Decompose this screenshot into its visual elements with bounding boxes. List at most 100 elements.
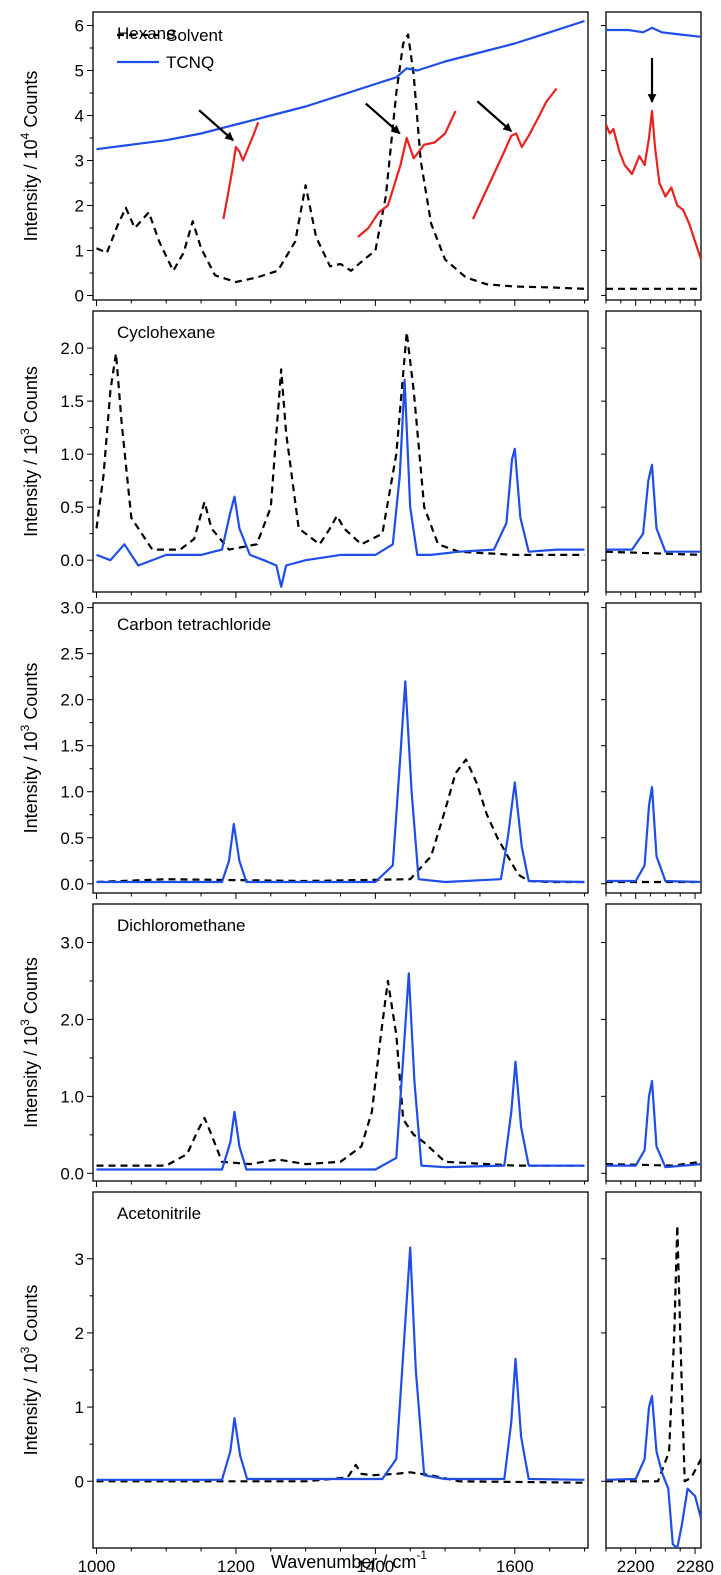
plot-frame-main bbox=[92, 602, 589, 894]
y-axis-title-exponent: 3 bbox=[18, 724, 32, 731]
main-series-tcnq-1 bbox=[96, 680, 585, 884]
ytick-label: 2.0 bbox=[60, 1010, 84, 1029]
ytick-label: 2 bbox=[75, 197, 84, 216]
y-axis-title-unit: Counts bbox=[21, 366, 41, 428]
plot-frame-right bbox=[605, 903, 702, 1182]
right-xtick-label: 2280 bbox=[676, 1557, 714, 1575]
y-axis-title-exponent: 3 bbox=[18, 1019, 32, 1026]
y-axis-title-text: Intensity / 10 bbox=[21, 1026, 41, 1128]
plot-frame-right bbox=[605, 310, 702, 593]
ytick-label: 1 bbox=[75, 242, 84, 261]
ytick-label: 3.0 bbox=[60, 599, 84, 618]
y-axis-title-unit: Counts bbox=[21, 663, 41, 725]
y-axis-title: Intensity / 103 Counts bbox=[18, 1285, 41, 1456]
main-series-tcnq-1 bbox=[96, 19, 585, 151]
x-axis-title-sup: -1 bbox=[416, 1548, 427, 1562]
ytick-label: 3 bbox=[75, 1250, 84, 1269]
ytick-label: 0.5 bbox=[60, 829, 84, 848]
ytick-label: 1.5 bbox=[60, 392, 84, 411]
ytick-label: 1.5 bbox=[60, 737, 84, 756]
right-xtick-label: 2200 bbox=[617, 1557, 655, 1575]
panel-acetonitrile: 0 1 2 3 1000 1200 1400 1600 2200 2280 Acetonitrile… bbox=[18, 1191, 714, 1575]
main-xtick-label: 1600 bbox=[496, 1557, 534, 1575]
y-axis-title: Intensity / 103 Counts bbox=[18, 663, 41, 834]
main-series-highlight-2 bbox=[222, 121, 260, 220]
legend-tcnq-label: TCNQ bbox=[166, 53, 214, 72]
plot-frame-right bbox=[605, 11, 702, 301]
ytick-label: 4 bbox=[75, 107, 84, 126]
ytick-label: 2 bbox=[75, 1324, 84, 1343]
right-series-tcnq-1 bbox=[606, 1394, 701, 1548]
y-axis-title-unit: Counts bbox=[21, 957, 41, 1019]
y-axis-title-text: Intensity / 10 bbox=[21, 139, 41, 241]
main-series-tcnq-1 bbox=[96, 378, 585, 588]
ytick-label: 6 bbox=[75, 17, 84, 36]
legend-solvent-label: Solvent bbox=[166, 26, 223, 45]
panel-label: Dichloromethane bbox=[117, 916, 246, 935]
main-series-highlight-3 bbox=[357, 110, 457, 238]
legend: Solvent TCNQ bbox=[117, 26, 223, 72]
right-series-highlight-2 bbox=[606, 109, 701, 260]
y-axis-title: Intensity / 103 Counts bbox=[18, 366, 41, 537]
main-series-solvent-0 bbox=[96, 758, 585, 884]
right-series-tcnq-1 bbox=[606, 785, 701, 884]
y-axis-title: Intensity / 103 Counts bbox=[18, 957, 41, 1128]
panel-cyclohexane: 0.0 0.5 1.0 1.5 2.0 Cyclohexane Intensity / 10… bbox=[18, 310, 702, 598]
panel-label: Cyclohexane bbox=[117, 323, 215, 342]
y-axis-title-unit: Counts bbox=[21, 71, 41, 133]
ytick-label: 1 bbox=[75, 1398, 84, 1417]
y-axis-title-text: Intensity / 10 bbox=[21, 435, 41, 537]
y-axis-title-text: Intensity / 10 bbox=[21, 731, 41, 833]
main-xtick-label: 1400 bbox=[356, 1557, 394, 1575]
ytick-label: 0.0 bbox=[60, 875, 84, 894]
plot-frame-right bbox=[605, 602, 702, 894]
peak-arrow-0 bbox=[198, 109, 234, 142]
main-series-solvent-0 bbox=[95, 331, 585, 557]
ytick-label: 1.0 bbox=[60, 445, 84, 464]
y-axis-title-unit: Counts bbox=[21, 1285, 41, 1347]
main-series-solvent-0 bbox=[96, 979, 585, 1167]
panel-dichloromethane: 0.0 1.0 2.0 3.0 Dichloromethane Intensity / 1… bbox=[18, 903, 702, 1187]
plot-frame-main bbox=[92, 903, 589, 1182]
ytick-label: 0 bbox=[75, 287, 84, 306]
panel-label: Carbon tetrachloride bbox=[117, 615, 271, 634]
main-series-solvent-0 bbox=[96, 33, 585, 290]
peak-arrow-1 bbox=[365, 102, 401, 135]
right-series-tcnq-1 bbox=[606, 463, 701, 553]
ytick-label: 1.0 bbox=[60, 1087, 84, 1106]
ytick-label: 0.0 bbox=[60, 551, 84, 570]
ytick-label: 3 bbox=[75, 152, 84, 171]
ytick-label: 0.5 bbox=[60, 498, 84, 517]
ytick-label: 1.0 bbox=[60, 783, 84, 802]
y-axis-title-exponent: 4 bbox=[18, 132, 32, 139]
main-series-tcnq-1 bbox=[96, 972, 585, 1171]
panel-label: Acetonitrile bbox=[117, 1204, 201, 1223]
main-series-highlight-4 bbox=[472, 87, 558, 220]
right-series-solvent-0 bbox=[606, 550, 701, 556]
y-axis-title-text: Intensity / 10 bbox=[21, 1353, 41, 1455]
y-axis-title-exponent: 3 bbox=[18, 428, 32, 435]
ytick-label: 2.0 bbox=[60, 691, 84, 710]
plot-frame-right bbox=[605, 1191, 702, 1549]
ytick-label: 3.0 bbox=[60, 933, 84, 952]
ytick-label: 2.5 bbox=[60, 645, 84, 664]
x-axis-title: Wavenumber / cm-1 bbox=[271, 1548, 427, 1572]
ytick-label: 2.0 bbox=[60, 339, 84, 358]
y-axis-title: Intensity / 104 Counts bbox=[18, 71, 41, 242]
right-series-solvent-0 bbox=[606, 1224, 701, 1483]
ytick-label: 5 bbox=[75, 62, 84, 81]
y-axis-title-exponent: 3 bbox=[18, 1346, 32, 1353]
right-series-tcnq-1 bbox=[606, 1079, 701, 1169]
ytick-label: 0 bbox=[75, 1472, 84, 1491]
panel-label: Hexane bbox=[117, 24, 176, 43]
main-series-tcnq-1 bbox=[96, 1246, 585, 1481]
main-xtick-label: 1200 bbox=[217, 1557, 255, 1575]
right-series-tcnq-1 bbox=[606, 26, 701, 38]
panel-carbon-tetrachloride: 0.0 0.5 1.0 1.5 2.0 2.5 3.0 Carbon tetrachlorid… bbox=[18, 599, 702, 899]
ytick-label: 0.0 bbox=[60, 1164, 84, 1183]
main-xtick-label: 1000 bbox=[78, 1557, 116, 1575]
peak-arrow-2 bbox=[476, 100, 513, 133]
